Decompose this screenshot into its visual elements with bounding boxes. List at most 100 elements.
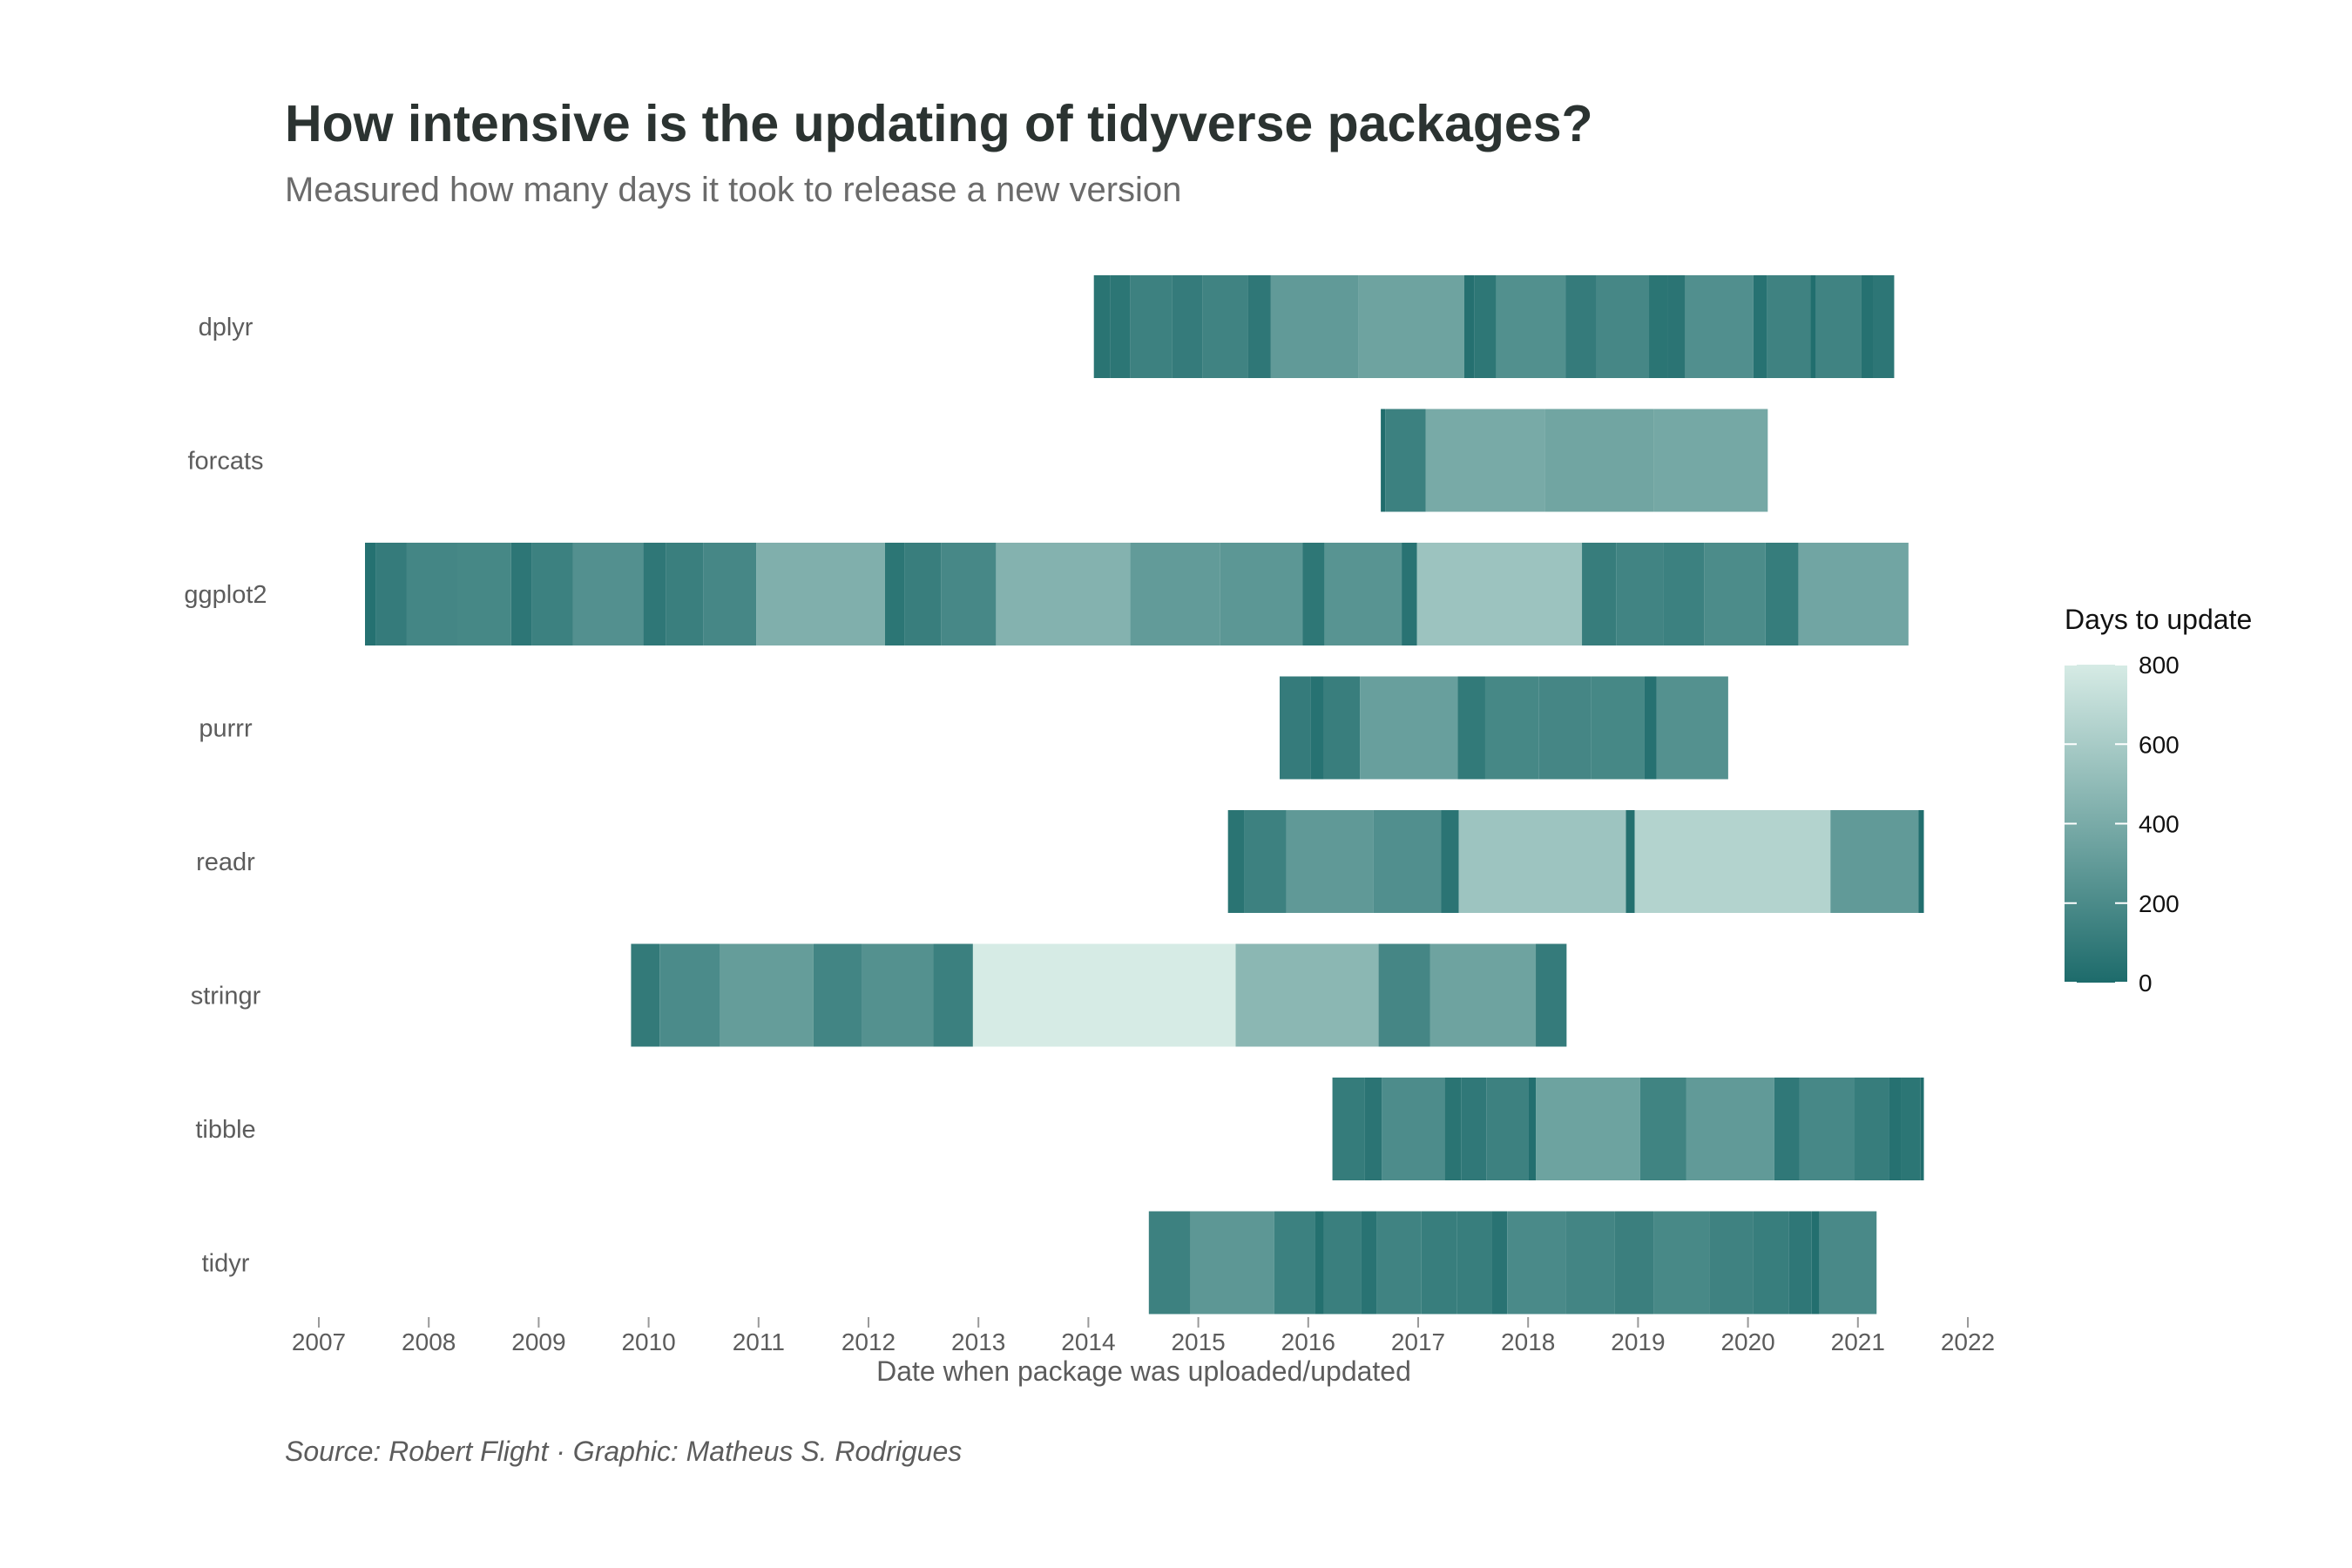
update-segment [1889, 1078, 1902, 1180]
update-segment [666, 543, 704, 645]
update-segment [1381, 409, 1386, 512]
update-segment [1382, 1078, 1445, 1180]
update-segment [1565, 275, 1597, 378]
update-segment [1310, 676, 1324, 780]
legend-tick-label: 800 [2139, 652, 2180, 679]
package-row-tibble [1332, 1078, 1924, 1180]
x-tick-label: 2008 [402, 1328, 456, 1355]
update-segment [1753, 275, 1767, 378]
update-segment [1536, 943, 1567, 1047]
x-tick-label: 2011 [733, 1328, 785, 1355]
update-segment [1227, 810, 1245, 913]
update-segment [1402, 543, 1417, 645]
update-segment [862, 943, 934, 1047]
update-segment [1458, 810, 1626, 913]
update-segment [1663, 543, 1705, 645]
update-segment [1373, 810, 1442, 913]
update-segment [1918, 810, 1924, 913]
update-segment [1202, 275, 1248, 378]
update-segment [1799, 1078, 1855, 1180]
category-label-tibble: tibble [195, 1116, 255, 1144]
x-axis-title: Date when package was uploaded/updated [876, 1355, 1411, 1387]
update-segment [1616, 543, 1664, 645]
update-segment [1774, 1078, 1800, 1180]
legend-tick-label: 600 [2139, 731, 2180, 758]
update-segment [1315, 1211, 1324, 1315]
update-segment [1765, 543, 1799, 645]
update-segment [406, 543, 458, 645]
update-segment [1456, 1211, 1492, 1315]
x-tick-label: 2016 [1281, 1328, 1335, 1355]
update-segment [1709, 1211, 1754, 1315]
update-segment [457, 543, 511, 645]
update-segment [884, 543, 905, 645]
x-tick-label: 2017 [1391, 1328, 1445, 1355]
update-segment [1270, 275, 1359, 378]
update-segment [1788, 1211, 1812, 1315]
x-tick-label: 2021 [1831, 1328, 1885, 1355]
update-segment [1667, 275, 1686, 378]
update-segment [659, 943, 720, 1047]
update-segment [1235, 943, 1379, 1047]
update-segment [1649, 275, 1668, 378]
package-row-purrr [1279, 676, 1728, 780]
update-segment [1901, 1078, 1921, 1180]
update-segment [1461, 1078, 1487, 1180]
legend-tick-label: 0 [2139, 970, 2153, 997]
update-segment [1148, 1211, 1191, 1315]
x-axis: 2007 2008 2009 2010 2011 2012 2013 2014 2015 2016… [292, 1317, 1995, 1355]
category-labels: dplyr forcats ggplot2 purrr readr stringr tibb… [184, 314, 267, 1278]
update-segment [1220, 543, 1303, 645]
update-segment [1324, 543, 1402, 645]
update-segment [1861, 275, 1874, 378]
x-tick-label: 2012 [841, 1328, 896, 1355]
update-segment [1279, 676, 1311, 780]
update-segment [1596, 275, 1650, 378]
update-segment [1920, 1078, 1924, 1180]
update-segment [1538, 676, 1592, 780]
update-segment [1565, 1211, 1615, 1315]
update-segment [572, 543, 644, 645]
update-segment [1639, 1078, 1686, 1180]
update-segment [1474, 275, 1497, 378]
update-segment [510, 543, 532, 645]
update-segment [1444, 1078, 1462, 1180]
update-segment [1172, 275, 1203, 378]
legend-tick-label: 200 [2139, 890, 2180, 917]
update-segment [1358, 275, 1464, 378]
update-segment [1093, 275, 1111, 378]
x-tick-label: 2010 [621, 1328, 675, 1355]
update-segment [1634, 810, 1831, 913]
update-segment [1767, 275, 1811, 378]
update-segment [1361, 1211, 1377, 1315]
update-segment [1244, 810, 1287, 913]
update-segment [1416, 543, 1583, 645]
update-segment [1798, 543, 1909, 645]
update-segment [1360, 676, 1458, 780]
update-segment [1536, 1078, 1640, 1180]
update-segment [375, 543, 407, 645]
legend: Days to update 0 200 400 600 800 [2065, 604, 2252, 997]
update-segment [1528, 1078, 1537, 1180]
chart-caption: Source: Robert Flight · Graphic: Matheus… [285, 1436, 963, 1467]
update-segment [1496, 275, 1566, 378]
update-segment [1457, 676, 1485, 780]
update-segment [972, 943, 1236, 1047]
update-segment [1830, 810, 1919, 913]
update-segment [1653, 1211, 1710, 1315]
update-segment [1582, 543, 1617, 645]
update-segment [1591, 676, 1645, 780]
update-segment [1753, 1211, 1789, 1315]
category-label-stringr: stringr [191, 983, 261, 1010]
update-segment [1130, 275, 1173, 378]
update-segment [1130, 543, 1220, 645]
update-segment [1704, 543, 1766, 645]
update-segment [1656, 676, 1728, 780]
update-segment [1332, 1078, 1365, 1180]
package-row-stringr [631, 943, 1567, 1047]
x-tick-label: 2015 [1171, 1328, 1225, 1355]
x-tick-label: 2020 [1720, 1328, 1774, 1355]
update-segment [1484, 676, 1539, 780]
update-segment [1644, 676, 1657, 780]
